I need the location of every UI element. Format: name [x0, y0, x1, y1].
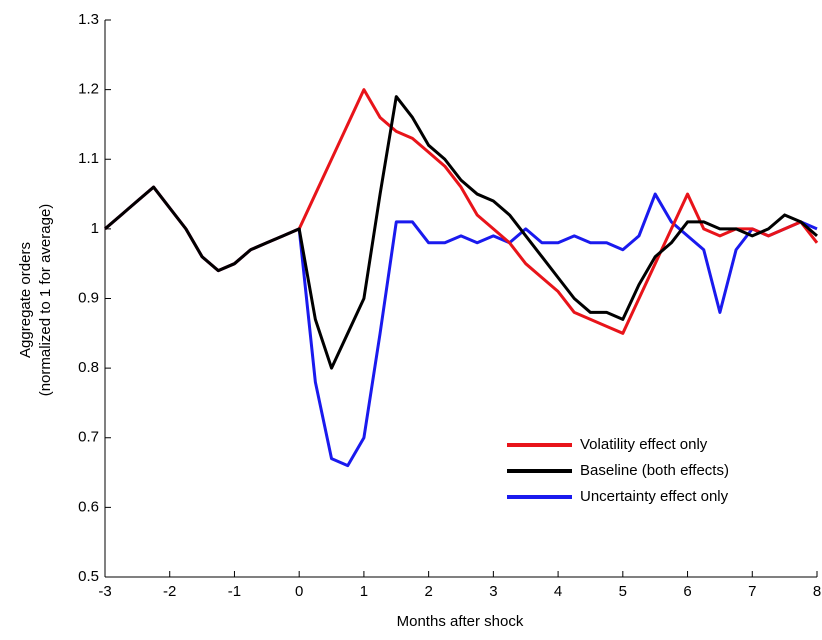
y-axis-label: (normalized to 1 for average): [37, 204, 54, 397]
y-tick-label: 1.3: [78, 11, 99, 28]
x-tick-label: -1: [228, 583, 241, 600]
y-tick-label: 0.8: [78, 359, 99, 376]
y-tick-label: 1.2: [78, 81, 99, 98]
x-tick-label: 4: [554, 583, 562, 600]
x-tick-label: 3: [489, 583, 497, 600]
legend-label: Baseline (both effects): [580, 462, 729, 479]
y-tick-label: 0.7: [78, 429, 99, 446]
y-tick-label: 1: [91, 220, 99, 237]
legend-label: Uncertainty effect only: [580, 488, 729, 505]
x-tick-label: 7: [748, 583, 756, 600]
data-line: [104, 88, 819, 335]
x-tick-label: 8: [813, 583, 821, 600]
y-axis-label: Aggregate orders: [17, 242, 34, 358]
x-tick-label: 5: [619, 583, 627, 600]
y-tick-label: 0.5: [78, 568, 99, 585]
y-tick-label: 1.1: [78, 150, 99, 167]
data-line: [104, 185, 818, 468]
x-tick-label: 2: [424, 583, 432, 600]
y-tick-label: 0.6: [78, 498, 99, 515]
legend-label: Volatility effect only: [580, 436, 708, 453]
data-line: [104, 95, 818, 370]
x-tick-label: 0: [295, 583, 303, 600]
x-axis-label: Months after shock: [397, 613, 524, 630]
x-tick-label: -2: [163, 583, 176, 600]
x-tick-label: 6: [683, 583, 691, 600]
x-tick-label: 1: [360, 583, 368, 600]
y-tick-label: 0.9: [78, 289, 99, 306]
x-tick-label: -3: [98, 583, 111, 600]
